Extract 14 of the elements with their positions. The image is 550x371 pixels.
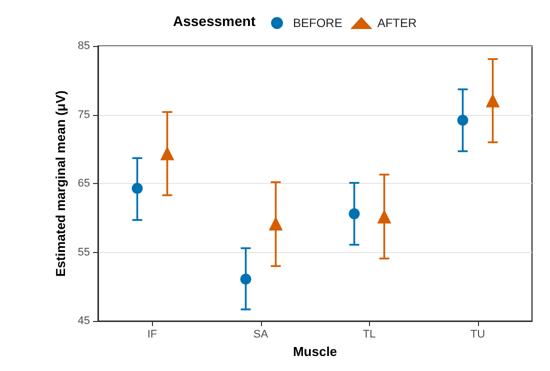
- legend-label: BEFORE: [293, 16, 342, 30]
- y-tick-label: 65: [78, 178, 90, 190]
- legend-label: AFTER: [377, 16, 418, 30]
- y-tick-label: 55: [78, 246, 90, 258]
- x-tick-label: TU: [470, 328, 486, 341]
- y-tick-label: 45: [78, 315, 90, 328]
- y-tick-label: 75: [78, 108, 90, 121]
- legend-title: Assessment: [173, 13, 256, 29]
- x-tick-label: TL: [362, 328, 376, 341]
- x-tick-label: SA: [253, 328, 269, 341]
- y-axis-title: Estimated marginal mean (μV): [52, 90, 68, 277]
- y-tick-label: 85: [78, 40, 90, 52]
- x-axis-title: Muscle: [292, 344, 338, 359]
- x-tick-label: IF: [147, 328, 158, 341]
